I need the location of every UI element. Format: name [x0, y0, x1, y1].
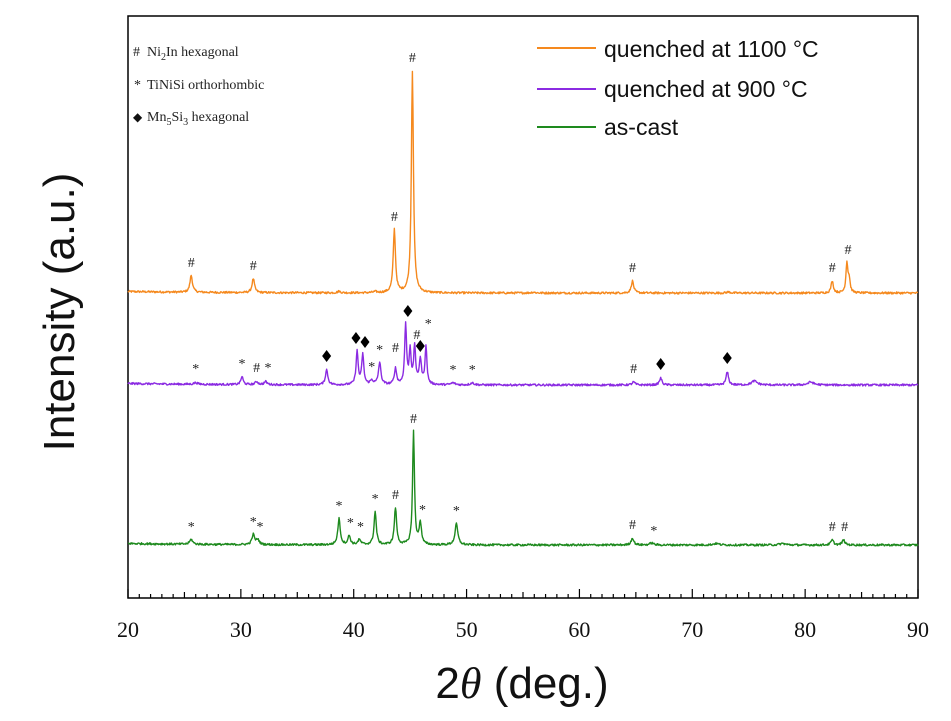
peak-marker-tinisi: * [238, 357, 245, 372]
peak-marker-mn5si3 [415, 340, 425, 352]
legend-label-ascast: as-cast [604, 114, 679, 140]
phase-key: # Ni2In hexagonal * TiNiSi orthorhombic … [133, 45, 264, 128]
phase-key-symbol-ni2in: # [133, 45, 140, 60]
peak-marker-ni2in: # [845, 243, 852, 258]
peak-marker-tinisi: * [250, 515, 257, 530]
peak-marker-layer: # #### ##* * # * ** ##** * #* * *** ** ##* *# * # # [188, 51, 852, 539]
peak-marker-tinisi: * [368, 360, 375, 375]
x-axis-title: 2θ (deg.) [435, 659, 608, 708]
peak-marker-tinisi: * [357, 520, 364, 535]
peak-marker-mn5si3 [322, 350, 332, 362]
x-tick-label: 50 [456, 617, 478, 642]
legend: quenched at 1100 °C quenched at 900 °C a… [537, 36, 819, 140]
series-layer [127, 70, 919, 547]
peak-marker-tinisi: * [257, 520, 264, 535]
y-axis-title: Intensity (a.u.) [35, 173, 84, 452]
phase-key-label-ni2in: Ni2In hexagonal [147, 45, 239, 63]
peak-marker-mn5si3 [722, 352, 732, 364]
peak-marker-ni2in: # [629, 518, 636, 533]
peak-marker-ni2in: # [410, 412, 417, 427]
phase-key-label-tinisi: TiNiSi orthorhombic [147, 78, 264, 93]
peak-marker-tinisi: * [376, 343, 383, 358]
phase-key-symbol-tinisi: * [134, 78, 141, 93]
peak-marker-tinisi: * [264, 361, 271, 376]
peak-marker-tinisi: * [336, 499, 343, 514]
x-tick-label: 30 [230, 617, 252, 642]
peak-marker-mn5si3 [360, 336, 370, 348]
peak-marker-ni2in: # [829, 261, 836, 276]
x-axis: 20 30 40 50 60 70 80 90 [117, 589, 929, 642]
peak-marker-ni2in: # [841, 520, 848, 535]
peak-marker-ni2in: # [829, 520, 836, 535]
peak-marker-tinisi: * [650, 524, 657, 539]
peak-marker-ni2in: # [392, 488, 399, 503]
peak-marker-tinisi: * [450, 363, 457, 378]
peak-marker-tinisi: * [425, 317, 432, 332]
legend-label-1100: quenched at 1100 °C [604, 36, 819, 62]
peak-marker-tinisi: * [192, 362, 199, 377]
peak-marker-tinisi: * [372, 492, 379, 507]
x-tick-label: 80 [794, 617, 816, 642]
peak-marker-ni2in: # [630, 362, 637, 377]
peak-marker-ni2in: # [250, 259, 257, 274]
peak-marker-mn5si3 [351, 332, 361, 344]
series-line-0 [127, 70, 919, 295]
legend-label-900: quenched at 900 °C [604, 76, 808, 102]
peak-marker-ni2in: # [253, 361, 260, 376]
peak-marker-tinisi: * [453, 504, 460, 519]
peak-marker-ni2in: # [629, 261, 636, 276]
series-line-1 [127, 321, 919, 387]
peak-marker-mn5si3 [403, 305, 413, 317]
x-tick-label: 70 [681, 617, 703, 642]
peak-marker-tinisi: * [188, 520, 195, 535]
series-line-2 [127, 429, 919, 547]
peak-marker-ni2in: # [392, 341, 399, 356]
phase-key-symbol-mn5si3: ◆ [133, 110, 143, 124]
x-tick-label: 90 [907, 617, 929, 642]
peak-marker-ni2in: # [188, 256, 195, 271]
x-tick-label: 60 [568, 617, 590, 642]
peak-marker-mn5si3 [656, 358, 666, 370]
phase-key-label-mn5si3: Mn5Si3 hexagonal [147, 110, 249, 128]
peak-marker-ni2in: # [413, 328, 420, 343]
peak-marker-ni2in: # [391, 210, 398, 225]
x-tick-label: 20 [117, 617, 139, 642]
plot-frame [127, 15, 919, 599]
peak-marker-tinisi: * [469, 363, 476, 378]
peak-marker-tinisi: * [419, 503, 426, 518]
x-tick-label: 40 [343, 617, 365, 642]
peak-marker-ni2in: # [409, 51, 416, 66]
plot-border [127, 15, 919, 599]
peak-marker-tinisi: * [347, 516, 354, 531]
